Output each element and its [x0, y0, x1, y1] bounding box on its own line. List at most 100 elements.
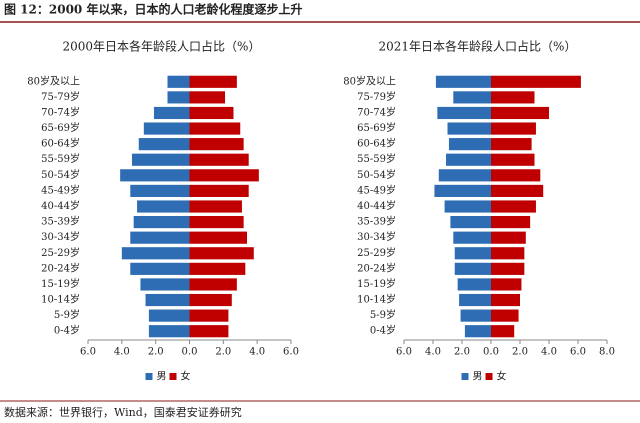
legend-label: 男 [473, 371, 483, 383]
x-tick-label: 2.0 [512, 347, 528, 358]
category-label: 40-44岁 [357, 199, 396, 212]
x-tick-label: 4.0 [249, 347, 265, 358]
x-tick-label: 2.0 [148, 347, 164, 358]
bar [138, 138, 190, 151]
category-label: 65-69岁 [41, 121, 80, 134]
bar [447, 122, 491, 135]
category-label: 30-34岁 [357, 230, 396, 243]
category-label: 55-59岁 [357, 152, 396, 165]
x-tick-label: 6.0 [570, 347, 586, 358]
bar [189, 325, 229, 338]
source-note: 数据来源：世界银行，Wind，国泰君安证券研究 [4, 405, 242, 419]
bar [491, 216, 531, 229]
x-tick-label: 6.0 [80, 347, 96, 358]
x-tick-label: 0.0 [182, 347, 198, 358]
bar [131, 153, 190, 166]
bar [189, 169, 259, 182]
legend-swatch [461, 373, 469, 380]
category-label: 70-74岁 [357, 105, 396, 118]
bar [189, 216, 244, 229]
category-label: 10-14岁 [41, 293, 80, 306]
bar [460, 309, 491, 322]
bar [148, 325, 190, 338]
category-label: 20-24岁 [41, 261, 80, 274]
bar [448, 138, 491, 151]
x-tick-label: 6.0 [396, 347, 412, 358]
bar [189, 184, 249, 197]
bar [167, 91, 190, 104]
bar [491, 75, 581, 88]
bar [444, 200, 491, 213]
category-label: 80岁及以上 [343, 74, 396, 87]
category-label: 35-39岁 [357, 215, 396, 228]
bar [145, 293, 190, 307]
bar [189, 75, 237, 88]
category-label: 65-69岁 [357, 121, 396, 134]
category-label: 70-74岁 [41, 105, 80, 118]
bar [189, 309, 229, 322]
legend-swatch [145, 373, 153, 380]
bar [491, 169, 541, 182]
bar [143, 122, 190, 135]
bar [438, 169, 491, 182]
category-label: 80岁及以上 [27, 74, 80, 87]
bar [140, 278, 190, 291]
bar [454, 262, 491, 275]
bar [137, 200, 190, 213]
category-label: 15-19岁 [357, 277, 396, 290]
category-label: 50-54岁 [41, 168, 80, 181]
category-label: 10-14岁 [357, 293, 396, 306]
bar [189, 278, 237, 291]
bar [435, 75, 491, 88]
category-label: 5-9岁 [370, 308, 396, 321]
category-label: 45-49岁 [357, 183, 396, 196]
bar [491, 231, 526, 244]
bar [491, 122, 536, 135]
category-label: 45-49岁 [41, 183, 80, 196]
category-label: 30-34岁 [41, 230, 80, 243]
bar [121, 247, 190, 260]
x-tick-label: 4.0 [114, 347, 130, 358]
bar [130, 184, 190, 197]
bar [189, 122, 241, 135]
legend-swatch [169, 373, 177, 380]
bar [491, 278, 522, 291]
x-tick-label: 8.0 [599, 347, 615, 358]
bar [437, 106, 491, 120]
category-label: 55-59岁 [41, 152, 80, 165]
category-label: 25-29岁 [41, 246, 80, 259]
bar [189, 293, 232, 307]
bar [189, 106, 234, 120]
bar [491, 309, 519, 322]
bar [153, 106, 190, 120]
bar [130, 231, 190, 244]
bar [189, 91, 226, 104]
x-tick-label: 6.0 [283, 347, 299, 358]
bar [130, 262, 190, 275]
bar [189, 153, 249, 166]
category-label: 25-29岁 [357, 246, 396, 259]
bar [133, 216, 190, 229]
category-label: 20-24岁 [357, 261, 396, 274]
bar [491, 200, 536, 213]
legend-label: 女 [181, 370, 191, 383]
x-tick-label: 2.0 [454, 347, 470, 358]
bar [446, 153, 491, 166]
category-label: 50-54岁 [357, 168, 396, 181]
bar [457, 278, 491, 291]
figure-title: 图 12：2000 年以来，日本的人口老龄化程度逐步上升 [4, 2, 302, 17]
bar [491, 91, 535, 104]
bar [491, 138, 532, 151]
bar [491, 247, 525, 260]
bar [453, 91, 491, 104]
chart-title: 2000年日本各年龄段人口占比（%） [63, 39, 261, 54]
x-tick-label: 4.0 [425, 347, 441, 358]
category-label: 15-19岁 [41, 277, 80, 290]
bar [120, 169, 190, 182]
category-label: 0-4岁 [54, 324, 80, 337]
bar [491, 184, 544, 197]
bar [450, 216, 491, 229]
bar [491, 153, 535, 166]
bar [189, 262, 246, 275]
